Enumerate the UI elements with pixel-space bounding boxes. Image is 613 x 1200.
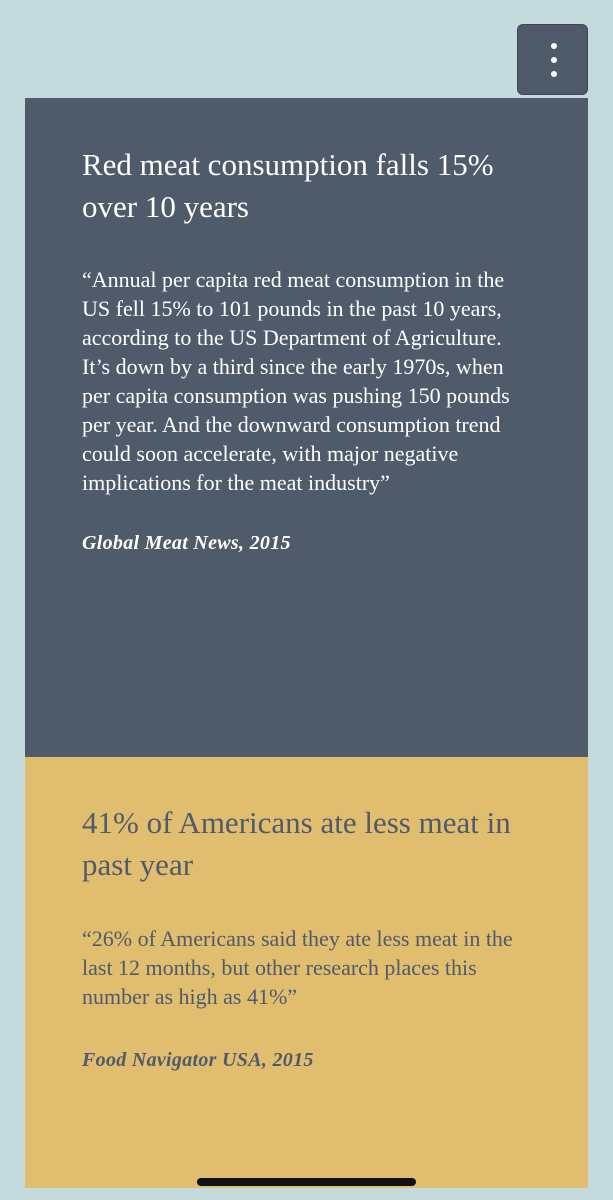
home-indicator[interactable] [197,1178,416,1186]
more-vertical-icon-dot [551,71,557,77]
more-vertical-icon-dot [551,57,557,63]
card-quote: “26% of Americans said they ate less mea… [82,926,513,1009]
card-source: Global Meat News, 2015 [82,532,291,554]
article-card-americans: 41% of Americans ate less meat in past y… [25,757,588,1188]
article-card-red-meat: Red meat consumption falls 15% over 10 y… [25,98,588,757]
card-quote: “Annual per capita red meat consumption … [82,267,510,495]
card-headline: 41% of Americans ate less meat in past y… [82,805,511,882]
card-source: Food Navigator USA, 2015 [82,1049,314,1071]
card-headline: Red meat consumption falls 15% over 10 y… [82,147,494,224]
more-vertical-icon [551,43,557,49]
more-options-button[interactable] [517,24,588,95]
